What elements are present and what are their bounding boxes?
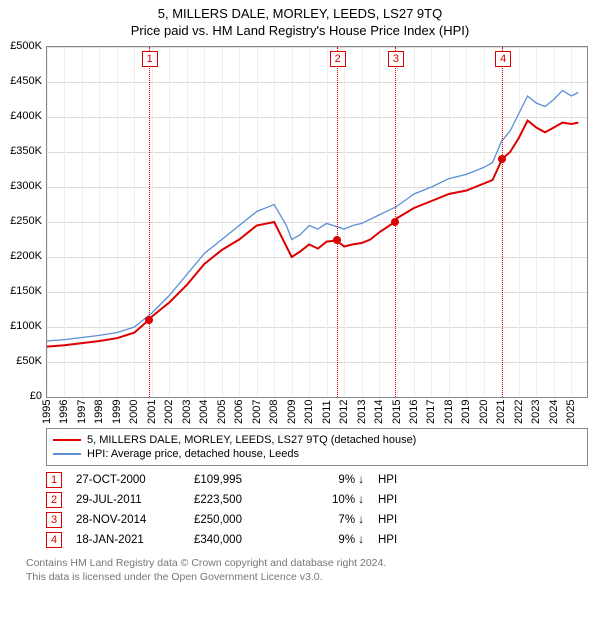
marker-box-1: 1	[142, 51, 158, 67]
x-tick-label: 1998	[93, 399, 105, 423]
y-tick-label: £300K	[10, 180, 46, 192]
y-tick-label: £200K	[10, 250, 46, 262]
marker-line-1	[149, 47, 150, 397]
x-tick-label: 2012	[338, 399, 350, 423]
x-tick-label: 2009	[286, 399, 298, 423]
footer-line-1: Contains HM Land Registry data © Crown c…	[26, 556, 588, 570]
legend-label: HPI: Average price, detached house, Leed…	[87, 448, 299, 460]
row-hpi-label: HPI	[378, 514, 397, 526]
marker-line-2	[337, 47, 338, 397]
marker-box-2: 2	[330, 51, 346, 67]
title-address: 5, MILLERS DALE, MORLEY, LEEDS, LS27 9TQ	[0, 6, 600, 23]
x-tick-label: 2008	[268, 399, 280, 423]
x-tick-label: 2016	[408, 399, 420, 423]
x-tick-label: 2020	[478, 399, 490, 423]
x-tick-label: 2022	[513, 399, 525, 423]
footer-attribution: Contains HM Land Registry data © Crown c…	[26, 556, 588, 584]
sale-point-2	[333, 236, 341, 244]
x-tick-label: 2017	[425, 399, 437, 423]
legend-row: 5, MILLERS DALE, MORLEY, LEEDS, LS27 9TQ…	[53, 433, 581, 447]
chart-container: 5, MILLERS DALE, MORLEY, LEEDS, LS27 9TQ…	[0, 0, 600, 620]
row-date: 28-NOV-2014	[76, 514, 180, 526]
x-tick-label: 1997	[76, 399, 88, 423]
x-tick-label: 2000	[128, 399, 140, 423]
table-row: 2 29-JUL-2011 £223,500 10% ↓ HPI	[46, 490, 588, 510]
x-tick-label: 2006	[233, 399, 245, 423]
chart-area: 1234 £0£50K£100K£150K£200K£250K£300K£350…	[46, 46, 588, 426]
sale-point-3	[391, 218, 399, 226]
row-delta: 7% ↓	[304, 514, 364, 526]
row-hpi-label: HPI	[378, 534, 397, 546]
x-tick-label: 2023	[530, 399, 542, 423]
y-tick-label: £500K	[10, 40, 46, 52]
plot-area: 1 2 3 4	[46, 46, 588, 398]
row-delta: 9% ↓	[304, 534, 364, 546]
row-marker-box: 2	[46, 492, 62, 508]
x-tick-label: 2001	[146, 399, 158, 423]
x-tick-label: 2005	[216, 399, 228, 423]
marker-line-4	[502, 47, 503, 397]
x-tick-label: 2024	[548, 399, 560, 423]
y-tick-label: £350K	[10, 145, 46, 157]
x-tick-label: 1995	[41, 399, 53, 423]
x-tick-label: 1999	[111, 399, 123, 423]
x-tick-label: 2003	[181, 399, 193, 423]
row-date: 18-JAN-2021	[76, 534, 180, 546]
series-price_paid	[47, 120, 578, 346]
sale-point-4	[498, 155, 506, 163]
legend-swatch	[53, 453, 81, 455]
x-tick-label: 2019	[460, 399, 472, 423]
sale-table: 1 27-OCT-2000 £109,995 9% ↓ HPI 2 29-JUL-2011 £…	[46, 470, 588, 550]
table-row: 3 28-NOV-2014 £250,000 7% ↓ HPI	[46, 510, 588, 530]
x-tick-label: 2013	[356, 399, 368, 423]
x-tick-label: 2015	[391, 399, 403, 423]
marker-box-3: 3	[388, 51, 404, 67]
row-marker-box: 3	[46, 512, 62, 528]
row-price: £223,500	[194, 494, 290, 506]
row-price: £250,000	[194, 514, 290, 526]
row-delta: 10% ↓	[304, 494, 364, 506]
x-tick-label: 2004	[198, 399, 210, 423]
footer-line-2: This data is licensed under the Open Gov…	[26, 570, 588, 584]
title-subtitle: Price paid vs. HM Land Registry's House …	[0, 23, 600, 40]
row-hpi-label: HPI	[378, 494, 397, 506]
x-tick-label: 2002	[163, 399, 175, 423]
table-row: 1 27-OCT-2000 £109,995 9% ↓ HPI	[46, 470, 588, 490]
x-tick-label: 2010	[303, 399, 315, 423]
row-marker-box: 1	[46, 472, 62, 488]
x-tick-label: 1996	[58, 399, 70, 423]
y-tick-label: £150K	[10, 285, 46, 297]
row-hpi-label: HPI	[378, 474, 397, 486]
row-price: £109,995	[194, 474, 290, 486]
legend-label: 5, MILLERS DALE, MORLEY, LEEDS, LS27 9TQ…	[87, 434, 416, 446]
row-date: 27-OCT-2000	[76, 474, 180, 486]
legend: 5, MILLERS DALE, MORLEY, LEEDS, LS27 9TQ…	[46, 428, 588, 466]
row-marker-box: 4	[46, 532, 62, 548]
y-tick-label: £400K	[10, 110, 46, 122]
x-tick-label: 2025	[565, 399, 577, 423]
x-tick-label: 2018	[443, 399, 455, 423]
chart-title: 5, MILLERS DALE, MORLEY, LEEDS, LS27 9TQ…	[0, 0, 600, 40]
y-tick-label: £100K	[10, 320, 46, 332]
x-tick-label: 2021	[495, 399, 507, 423]
row-delta: 9% ↓	[304, 474, 364, 486]
legend-row: HPI: Average price, detached house, Leed…	[53, 447, 581, 461]
x-tick-label: 2007	[251, 399, 263, 423]
row-price: £340,000	[194, 534, 290, 546]
y-tick-label: £250K	[10, 215, 46, 227]
x-tick-label: 2014	[373, 399, 385, 423]
marker-box-4: 4	[495, 51, 511, 67]
sale-point-1	[145, 316, 153, 324]
x-tick-label: 2011	[321, 400, 333, 424]
row-date: 29-JUL-2011	[76, 494, 180, 506]
series-hpi	[47, 90, 578, 341]
y-tick-label: £450K	[10, 75, 46, 87]
y-tick-label: £50K	[16, 355, 46, 367]
legend-swatch	[53, 439, 81, 441]
table-row: 4 18-JAN-2021 £340,000 9% ↓ HPI	[46, 530, 588, 550]
